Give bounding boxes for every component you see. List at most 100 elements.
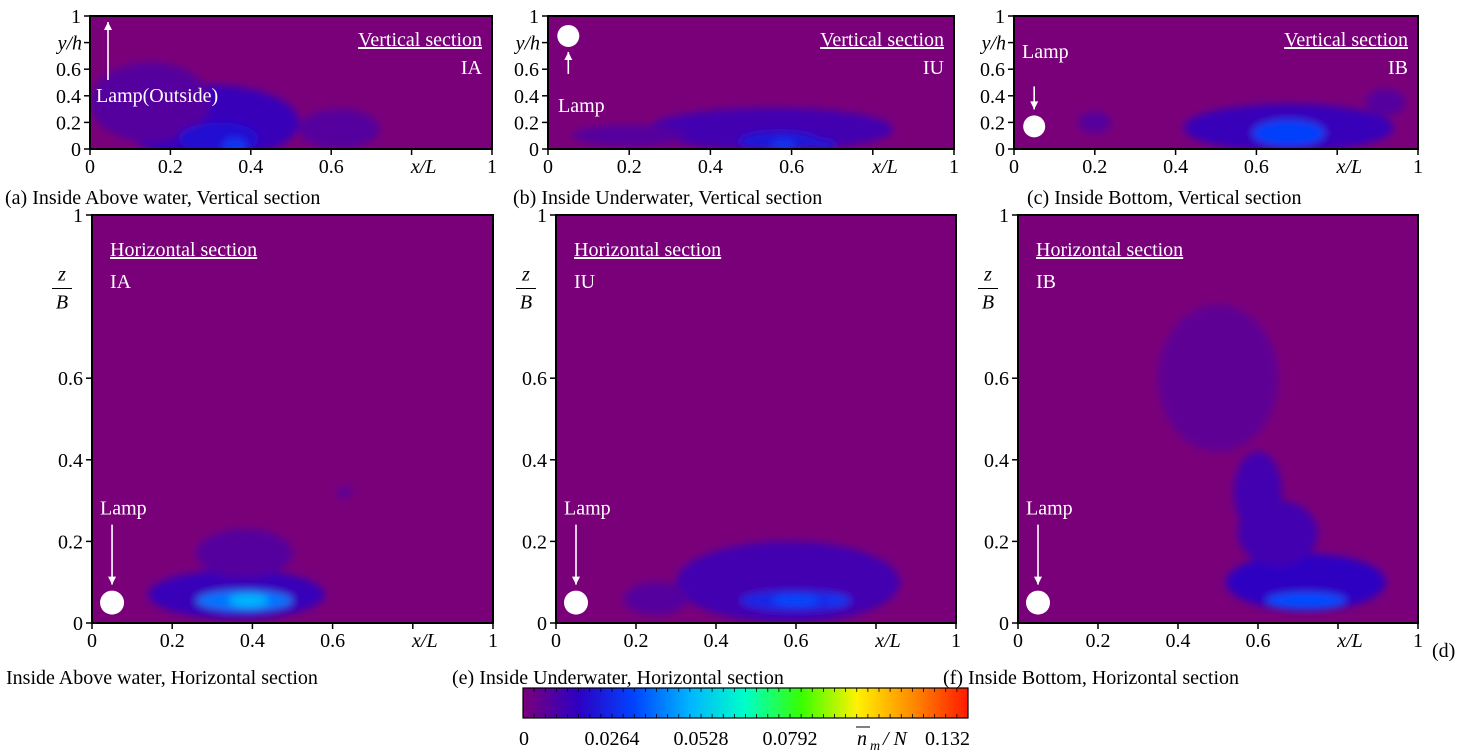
plot-background — [92, 215, 493, 623]
contour-blob — [676, 541, 900, 623]
x-tick-label: 0.6 — [779, 156, 804, 178]
y-tick-label: 0.6 — [984, 368, 1009, 390]
panel-caption: (b) Inside Underwater, Vertical section — [513, 187, 822, 209]
y-tick-label: 0 — [73, 613, 83, 635]
colorbar-gradient — [523, 688, 968, 718]
y-axis-label-numerator: z — [521, 263, 530, 285]
x-tick-label: 1 — [1413, 156, 1423, 178]
colorbar: 0 0.0264 0.0528 0.0792 0.132n m / N — [519, 688, 970, 753]
y-tick-label: 0 — [999, 613, 1009, 635]
x-tick-label: 0.6 — [319, 156, 344, 178]
colorbar-label-symbol: n — [857, 728, 867, 750]
x-tick-label: 0 — [1013, 630, 1023, 652]
case-label: IA — [461, 57, 483, 79]
x-tick-label: 1 — [951, 630, 961, 652]
y-tick-label: 0.4 — [980, 86, 1005, 108]
y-axis-label: y/h — [980, 33, 1006, 55]
y-tick-label: 0.6 — [58, 368, 83, 390]
panel-caption: (c) Inside Bottom, Vertical section — [1027, 187, 1302, 209]
colorbar-tick-label: 0 — [519, 728, 529, 750]
panel-b: 0 0.2 0.4 0.6 1x/L00.20.40.61y/h Vertical sec… — [513, 6, 959, 209]
section-label: Vertical section — [1284, 29, 1408, 51]
panel-e: 0 0.2 0.4 0.6 1 x/L 0 0.2 0.4 0.6 1 zB Horizontal se… — [452, 205, 961, 689]
contour-blob — [223, 138, 247, 154]
y-tick-label: 0.2 — [58, 531, 83, 553]
lamp-label: Lamp — [1026, 498, 1073, 520]
x-tick-label: 0.2 — [158, 156, 183, 178]
x-tick-label: 0.4 — [238, 156, 263, 178]
y-tick-label: 0.2 — [980, 112, 1005, 134]
x-tick-label: 0.6 — [1246, 630, 1271, 652]
x-tick-label: 0.4 — [1163, 156, 1188, 178]
y-tick-label: 0.4 — [522, 450, 547, 472]
lamp-label: Lamp(Outside) — [96, 85, 218, 107]
colorbar-label-subscript: m — [870, 739, 880, 753]
panel-a: 0 0.2 0.4 0.6 1x/L00.20.40.61y/h Vertical sec… — [5, 6, 497, 209]
contour-blob — [337, 486, 353, 498]
x-tick-label: 0 — [543, 156, 553, 178]
y-tick-label: 0.6 — [514, 59, 539, 81]
x-tick-label: 0 — [87, 630, 97, 652]
y-tick-label: 1 — [537, 205, 547, 227]
y-axis-label: y/h — [56, 33, 82, 55]
panel-d: 0 0.2 0.4 0.6 1 x/L 0 0.2 0.4 0.6 1 zB Horizontal se… — [6, 205, 498, 689]
lamp-icon — [100, 591, 124, 615]
x-axis-label: x/L — [411, 630, 438, 652]
y-tick-label: 1 — [73, 205, 83, 227]
y-tick-label: 0.4 — [58, 450, 83, 472]
contour-blob — [1252, 120, 1325, 147]
x-tick-label: 0 — [1009, 156, 1019, 178]
y-tick-label: 0.4 — [56, 86, 81, 108]
y-tick-label: 0.2 — [514, 112, 539, 134]
y-tick-label: 1 — [529, 6, 539, 28]
y-tick-label: 0.4 — [984, 450, 1009, 472]
y-tick-label: 0.6 — [980, 59, 1005, 81]
panel-caption: (a) Inside Above water, Vertical section — [5, 187, 320, 209]
case-label: IB — [1036, 271, 1056, 293]
lamp-label: Lamp — [558, 95, 605, 117]
y-axis-label-denominator: B — [56, 291, 68, 313]
section-label: Horizontal section — [110, 239, 257, 261]
x-tick-label: 0 — [551, 630, 561, 652]
x-tick-label: 1 — [488, 630, 498, 652]
contour-blob — [1079, 112, 1111, 133]
colorbar-tick-label: 0.0264 — [585, 728, 640, 750]
case-label: IU — [923, 57, 945, 79]
y-tick-label: 0 — [71, 139, 81, 161]
x-tick-label: 0.2 — [1086, 630, 1111, 652]
lamp-icon — [557, 25, 579, 47]
case-label: IU — [574, 271, 596, 293]
colorbar-tick-label: 0.0792 — [763, 728, 818, 750]
contour-blob — [196, 529, 292, 578]
lamp-label: Lamp — [1022, 41, 1069, 63]
x-tick-label: 1 — [487, 156, 497, 178]
section-label: Vertical section — [358, 29, 482, 51]
x-tick-label: 0.4 — [240, 630, 265, 652]
x-tick-label: 1 — [1413, 630, 1423, 652]
case-label: IA — [110, 271, 132, 293]
contour-blob — [228, 594, 268, 606]
contour-blob — [824, 596, 848, 606]
y-tick-label: 1 — [71, 6, 81, 28]
contour-blob — [299, 109, 379, 149]
lamp-icon — [1026, 591, 1050, 615]
panel-f: 0 0.2 0.4 0.6 1 x/L 0 0.2 0.4 0.6 1 zB Horizontal se… — [943, 205, 1423, 689]
y-axis-label-denominator: B — [982, 291, 994, 313]
case-label: IB — [1388, 57, 1408, 79]
x-tick-label: 0.4 — [698, 156, 723, 178]
lamp-icon — [564, 591, 588, 615]
y-tick-label: 0.4 — [514, 86, 539, 108]
x-tick-label: 0.6 — [1244, 156, 1269, 178]
x-tick-label: 0.4 — [704, 630, 729, 652]
panel-caption: Inside Above water, Horizontal section — [6, 667, 318, 689]
x-tick-label: 0.2 — [624, 630, 649, 652]
y-axis-label-numerator: z — [57, 263, 66, 285]
y-tick-label: 0 — [995, 139, 1005, 161]
y-axis-label-denominator: B — [520, 291, 532, 313]
y-axis-label: y/h — [514, 33, 540, 55]
y-tick-label: 0.2 — [984, 531, 1009, 553]
x-axis-label: x/L — [410, 156, 437, 178]
contour-blob — [1365, 89, 1405, 116]
x-axis-label: x/L — [1336, 630, 1363, 652]
